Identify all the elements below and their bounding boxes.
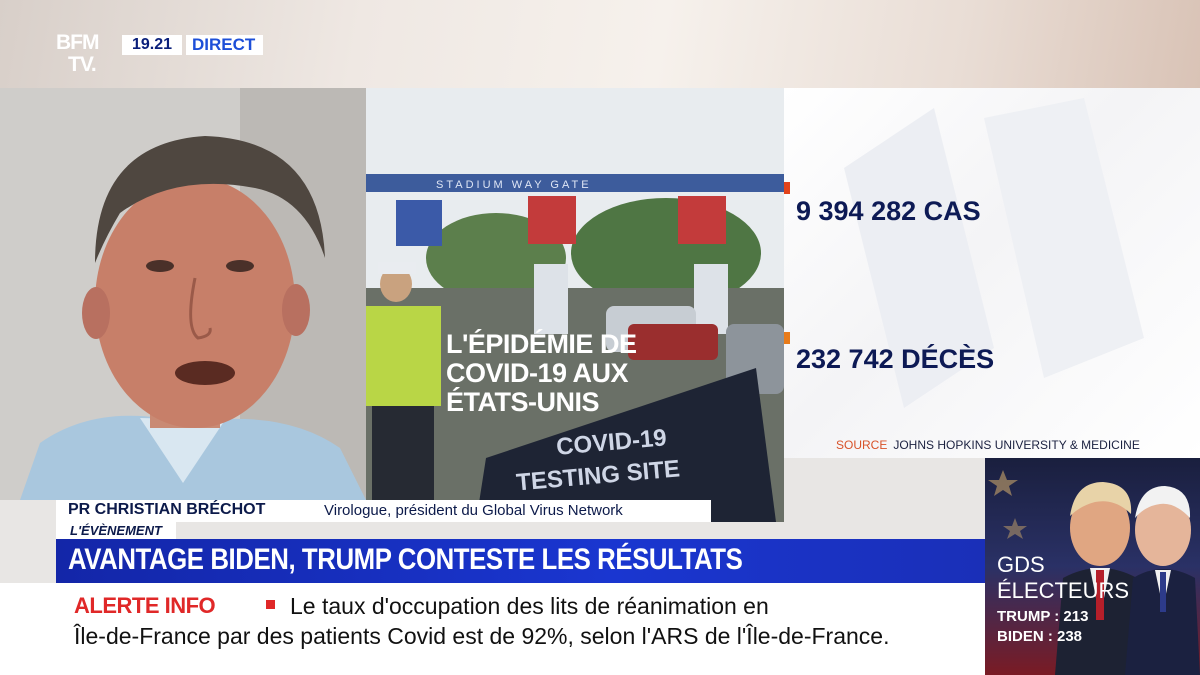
electors-title-line-2: ÉLECTEURS [997,578,1130,603]
electors-box: GDS ÉLECTEURS TRUMP : 213 BIDEN : 238 [985,458,1200,675]
photo-title-line-2: COVID-19 AUX [446,358,629,388]
photo-title-line-1: L'ÉPIDÉMIE DE [446,329,637,359]
deaths-marker [784,332,790,344]
deaths-value: 232 742 DÉCÈS [796,344,995,374]
live-label: DIRECT [186,35,264,55]
source-credit: SOURCE JOHNS HOPKINS UNIVERSITY & MEDICIN… [836,438,1140,452]
stats-panel: 9 394 282 CAS 232 742 DÉCÈS SOURCE JOHNS … [784,88,1200,458]
testing-site-photo: STADIUM WAY GATE [366,88,784,522]
photo-title: L'ÉPIDÉMIE DE COVID-19 AUX ÉTATS-UNIS [446,329,637,417]
guest-name-strap: PR CHRISTIAN BRÉCHOT Virologue, présiden… [56,500,711,522]
alert-dot-icon [266,600,275,609]
alert-label: ALERTE INFO [74,593,216,618]
photo-panel: STADIUM WAY GATE COVID-19 TESTING SITE L… [366,88,784,522]
photo-title-line-3: ÉTATS-UNIS [446,387,600,417]
news-ticker: ALERTE INFO Le taux d'occupation des lit… [0,583,985,675]
headline-text: AVANTAGE BIDEN, TRUMP CONTESTE LES RÉSUL… [68,543,743,576]
event-tag: L'ÉVÈNEMENT [56,522,176,539]
source-text: JOHNS HOPKINS UNIVERSITY & MEDICINE [893,438,1140,452]
guest-portrait-illustration [0,88,366,500]
guest-video [0,88,366,500]
cases-value: 9 394 282 CAS [796,196,981,226]
cases-marker [784,182,790,194]
guest-name: PR CHRISTIAN BRÉCHOT [68,501,266,518]
clock-time: 19.21 [122,35,183,55]
channel-logo: BFM TV. [56,32,116,82]
logo-line-2: TV. [68,53,97,76]
guest-role: Virologue, président du Global Virus Net… [324,502,623,519]
logo-line-1: BFM [56,31,100,54]
background-watermark [844,98,1144,408]
gate-sign-text: STADIUM WAY GATE [436,179,592,191]
ticker-line-2: Île-de-France par des patients Covid est… [74,623,890,649]
source-label: SOURCE [836,438,888,452]
ticker-line-1: Le taux d'occupation des lits de réanima… [290,593,769,619]
biden-score: BIDEN : 238 [997,628,1083,645]
electors-title-line-1: GDS [997,552,1045,577]
candidates-illustration [988,470,1200,675]
headline-bar: AVANTAGE BIDEN, TRUMP CONTESTE LES RÉSUL… [56,539,985,583]
trump-score: TRUMP : 213 [997,608,1089,625]
